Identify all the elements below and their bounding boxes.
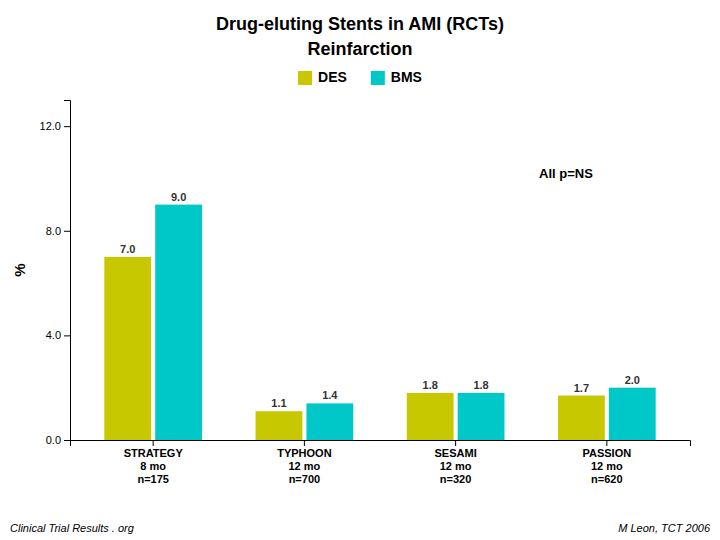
data-labels: 7.0 1.1 1.8 1.7 9.0 1.4 1.8 2.0 <box>120 191 640 410</box>
bar <box>256 411 303 440</box>
data-label: 7.0 <box>120 243 135 255</box>
data-label: 1.1 <box>271 397 286 409</box>
tick: 0.0 <box>46 434 70 446</box>
tick-mark <box>64 126 70 127</box>
bar <box>155 205 202 440</box>
tick-mark <box>153 440 154 446</box>
title: Drug-eluting Stents in AMI (RCTs) <box>216 14 504 34</box>
tick: STRATEGY8 mon=175 <box>124 440 184 485</box>
bar <box>558 396 605 440</box>
tick-mark <box>64 335 70 336</box>
legend-label: DES <box>318 69 347 85</box>
tick-label: SESAMI12 mon=320 <box>435 447 477 485</box>
tick-mark <box>64 440 70 441</box>
bar <box>104 257 151 440</box>
tick: 4.0 <box>46 329 70 341</box>
legend-label: BMS <box>391 69 422 85</box>
tick-label: PASSION12 mon=620 <box>582 447 631 485</box>
y-axis: 0.0 4.0 8.0 12.0 <box>40 101 71 447</box>
annotation: All p=NS <box>539 166 593 181</box>
tick-mark <box>455 440 456 446</box>
axis-line <box>64 101 71 441</box>
legend-swatch <box>371 71 385 85</box>
x-axis: STRATEGY8 mon=175 TYPHOON12 mon=700 SESAMI… <box>71 440 691 485</box>
tick: 12.0 <box>40 120 70 132</box>
footnote: M Leon, TCT 2006 <box>618 522 711 534</box>
legend-item: DES <box>298 69 347 85</box>
plot: 7.0 1.1 1.8 1.7 9.0 1.4 1.8 2.0 0.0 4.0 8.0 12.0 STR… <box>40 101 691 486</box>
bar <box>609 388 656 440</box>
footnote: Clinical Trial Results . org <box>10 522 135 534</box>
tick-label: 0.0 <box>46 434 61 446</box>
bars <box>104 205 655 440</box>
data-label: 1.7 <box>574 382 589 394</box>
tick-label: 8.0 <box>46 225 61 237</box>
tick-label: TYPHOON12 mon=700 <box>277 447 331 485</box>
legend-swatch <box>298 71 312 85</box>
data-label: 1.4 <box>322 389 338 401</box>
bar <box>458 393 505 440</box>
tick: 8.0 <box>46 225 70 237</box>
tick-label: 4.0 <box>46 329 61 341</box>
tick-mark <box>606 440 607 446</box>
tick-mark <box>64 231 70 232</box>
tick-label: STRATEGY8 mon=175 <box>124 447 184 485</box>
data-label: 1.8 <box>473 379 488 391</box>
subtitle: Reinfarction <box>307 39 412 59</box>
y-axis-title: % <box>11 263 28 276</box>
chart: Drug-eluting Stents in AMI (RCTs) Reinfar… <box>0 0 720 540</box>
data-label: 2.0 <box>625 374 640 386</box>
axis-line <box>71 441 691 447</box>
bar <box>407 393 454 440</box>
tick: SESAMI12 mon=320 <box>435 440 477 485</box>
tick-mark <box>304 440 305 446</box>
data-label: 9.0 <box>171 191 186 203</box>
tick: PASSION12 mon=620 <box>582 440 631 485</box>
legend-item: BMS <box>371 69 422 85</box>
tick-label: 12.0 <box>40 120 61 132</box>
bar <box>306 403 353 440</box>
data-label: 1.8 <box>423 379 438 391</box>
legend: DES BMS <box>298 69 422 85</box>
tick: TYPHOON12 mon=700 <box>277 440 331 485</box>
